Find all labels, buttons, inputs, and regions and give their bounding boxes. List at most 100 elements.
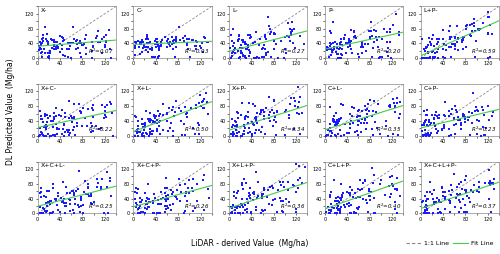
Point: [258, 208, 266, 212]
Point: [324, 45, 332, 49]
Point: [45, 201, 53, 205]
Point: [431, 113, 439, 117]
Point: [360, 121, 368, 125]
Point: [48, 46, 56, 50]
Point: [134, 127, 141, 131]
Point: [244, 211, 252, 215]
Point: [55, 113, 63, 117]
Point: [485, 168, 493, 172]
Point: [338, 193, 346, 197]
Legend: 1:1 Line, Fit Line: 1:1 Line, Fit Line: [404, 238, 496, 248]
Point: [428, 192, 436, 196]
Point: [226, 33, 234, 37]
Point: [84, 186, 92, 190]
Point: [444, 45, 452, 50]
Point: [103, 169, 111, 173]
Point: [284, 180, 292, 184]
Point: [340, 203, 348, 208]
Text: C+P-: C+P-: [424, 86, 439, 90]
Point: [386, 195, 394, 199]
Point: [200, 35, 207, 39]
Point: [204, 112, 212, 116]
Point: [387, 192, 395, 196]
Point: [458, 187, 466, 191]
Point: [230, 132, 238, 136]
Point: [490, 187, 498, 191]
Point: [442, 43, 450, 47]
Point: [466, 196, 473, 200]
Point: [183, 41, 191, 45]
Point: [38, 131, 46, 135]
Point: [64, 130, 72, 134]
Point: [138, 132, 146, 136]
Point: [424, 123, 432, 128]
Point: [384, 54, 392, 58]
Point: [420, 56, 428, 60]
Point: [260, 47, 268, 51]
Point: [79, 106, 87, 110]
Point: [420, 199, 428, 203]
Point: [40, 36, 48, 40]
Point: [386, 105, 394, 109]
Point: [58, 43, 66, 47]
Point: [424, 131, 432, 135]
Point: [168, 192, 175, 196]
Point: [56, 34, 64, 38]
Point: [266, 24, 274, 28]
Point: [346, 126, 354, 130]
Point: [37, 130, 45, 134]
Point: [340, 36, 348, 40]
Point: [348, 105, 356, 109]
Point: [240, 123, 248, 127]
Point: [290, 99, 298, 103]
Point: [446, 55, 454, 59]
Point: [154, 55, 162, 59]
Point: [60, 111, 68, 115]
Point: [331, 211, 339, 215]
Point: [244, 45, 252, 50]
Point: [423, 204, 431, 208]
Point: [332, 122, 340, 126]
Point: [260, 110, 268, 115]
Point: [460, 113, 468, 117]
Point: [38, 132, 46, 136]
Point: [270, 118, 278, 122]
Point: [441, 114, 449, 118]
Point: [420, 133, 428, 137]
Point: [456, 182, 464, 186]
Point: [328, 209, 336, 213]
Point: [89, 129, 97, 133]
Point: [100, 35, 108, 39]
Point: [36, 126, 44, 130]
Point: [49, 185, 57, 189]
Point: [290, 96, 298, 100]
Point: [328, 48, 336, 52]
Point: [428, 113, 436, 117]
Point: [175, 25, 183, 29]
Point: [236, 134, 244, 138]
Point: [133, 131, 141, 135]
Point: [424, 51, 432, 55]
Point: [354, 187, 362, 191]
Point: [44, 56, 52, 60]
Point: [234, 38, 242, 42]
Point: [446, 199, 454, 203]
Point: [40, 114, 48, 118]
Point: [486, 55, 494, 59]
Point: [240, 177, 248, 181]
Point: [391, 105, 399, 109]
Point: [334, 208, 342, 212]
Point: [244, 33, 252, 37]
Point: [368, 55, 376, 59]
Point: [288, 96, 296, 100]
Point: [76, 210, 84, 214]
Point: [53, 40, 61, 44]
Point: [37, 211, 45, 215]
Point: [354, 133, 362, 137]
Point: [97, 185, 105, 189]
Point: [484, 104, 492, 108]
Point: [246, 130, 254, 134]
Point: [291, 46, 299, 50]
Point: [260, 55, 268, 59]
Point: [428, 37, 436, 41]
